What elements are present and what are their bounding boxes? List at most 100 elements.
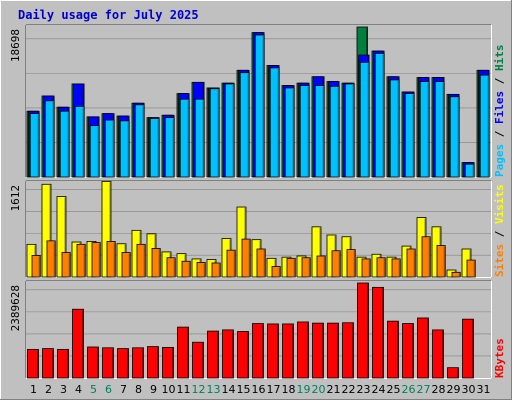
x-tick-label-day-22: 22 [342, 383, 356, 396]
bar-pages-day-16 [254, 34, 265, 178]
bar-sites-day-25 [391, 258, 401, 278]
panel-visitors-side-legend: Sites / Visits [493, 184, 506, 277]
bar-pages-day-18 [284, 87, 295, 178]
bar-sites-day-23 [361, 258, 371, 278]
bar-kbytes-day-20 [312, 322, 324, 379]
bar-pages-day-20 [314, 85, 325, 178]
x-tick-label-day-7: 7 [120, 383, 127, 396]
bar-sites-day-21 [331, 250, 341, 278]
bar-sites-day-30 [466, 259, 476, 278]
x-tick-label-day-28: 28 [432, 383, 446, 396]
bar-pages-day-5 [89, 125, 100, 178]
bar-sites-day-5 [91, 242, 101, 278]
bar-sites-day-19 [301, 257, 311, 278]
bar-pages-day-17 [269, 67, 280, 178]
x-tick-label-day-5: 5 [90, 383, 97, 396]
bar-kbytes-day-6 [102, 347, 114, 379]
bar-sites-day-7 [121, 252, 131, 278]
bar-kbytes-day-7 [117, 348, 129, 379]
bar-pages-day-12 [194, 98, 205, 178]
x-tick-label-day-10: 10 [162, 383, 176, 396]
bar-sites-day-20 [316, 255, 326, 278]
bar-kbytes-day-1 [27, 348, 39, 379]
side-legend-visits: Visits [493, 184, 506, 224]
panel-kbytes-side-legend: KBytes [493, 338, 506, 378]
panel-visitors-max-label: 1612 [9, 185, 22, 212]
bar-pages-day-1 [29, 113, 40, 178]
panel-requests: 18698 Pages / Files / Hits [9, 24, 506, 178]
bar-sites-day-3 [61, 252, 71, 278]
bar-sites-day-8 [136, 243, 146, 278]
side-legend-pages: Pages [493, 144, 506, 177]
bar-sites-day-26 [406, 248, 416, 278]
bar-sites-day-1 [31, 255, 41, 278]
x-tick-label-day-20: 20 [312, 383, 326, 396]
x-tick-label-day-23: 23 [357, 383, 371, 396]
bar-pages-day-11 [179, 98, 190, 178]
bar-pages-day-15 [239, 72, 250, 178]
bar-pages-day-2 [44, 100, 55, 178]
x-tick-label-day-29: 29 [447, 383, 461, 396]
x-tick-label-day-16: 16 [252, 383, 266, 396]
bar-kbytes-day-29 [447, 367, 459, 379]
bar-pages-day-31 [479, 74, 490, 178]
x-tick-label-day-25: 25 [387, 383, 401, 396]
bar-sites-day-17 [271, 266, 281, 278]
panel-kbytes-max-label: 2389628 [9, 285, 22, 331]
x-tick-label-day-8: 8 [135, 383, 142, 396]
bar-pages-day-24 [374, 53, 385, 178]
bar-pages-day-21 [329, 85, 340, 178]
x-tick-label-day-31: 31 [477, 383, 491, 396]
bar-kbytes-day-14 [222, 329, 234, 379]
bar-kbytes-day-16 [252, 323, 264, 379]
bar-pages-day-29 [449, 96, 460, 178]
x-tick-label-day-21: 21 [327, 383, 341, 396]
bar-kbytes-day-24 [372, 286, 384, 379]
bar-sites-day-22 [346, 249, 356, 278]
x-tick-label-day-12: 12 [192, 383, 206, 396]
bar-kbytes-day-4 [72, 308, 84, 379]
bar-pages-day-22 [344, 83, 355, 178]
side-legend-hits: Hits [493, 45, 506, 72]
x-tick-label-day-3: 3 [60, 383, 67, 396]
bar-pages-day-23 [359, 61, 370, 178]
bar-kbytes-day-15 [237, 331, 249, 379]
x-tick-label-day-26: 26 [402, 383, 416, 396]
bar-pages-day-7 [119, 120, 130, 178]
x-tick-label-day-17: 17 [267, 383, 281, 396]
bar-sites-day-6 [106, 241, 116, 278]
bar-kbytes-day-17 [267, 323, 279, 379]
bar-sites-day-28 [436, 245, 446, 278]
side-legend-separator: / [493, 124, 506, 144]
bar-pages-day-28 [434, 81, 445, 178]
bar-kbytes-day-22 [342, 322, 354, 379]
x-tick-label-day-15: 15 [237, 383, 251, 396]
x-axis-labels: 1 2 3 4 5 6 7 8 9 10 11 12 13 14 15 16 17 18 19 20 21 22 23 24 2… [30, 383, 491, 396]
bar-pages-day-26 [404, 93, 415, 178]
side-legend-files: Files [493, 91, 506, 124]
x-tick-label-day-13: 13 [207, 383, 221, 396]
bar-sites-day-16 [256, 248, 266, 278]
bar-pages-day-19 [299, 85, 310, 178]
panel-kbytes: 2389628 KBytes [9, 280, 506, 379]
bar-kbytes-day-23 [357, 282, 369, 379]
x-tick-label-day-18: 18 [282, 383, 296, 396]
bar-kbytes-day-9 [147, 346, 159, 379]
bar-kbytes-day-26 [402, 323, 414, 379]
panel-visitors: 1612 Sites / Visits [9, 180, 506, 278]
bar-kbytes-day-5 [87, 346, 99, 379]
bar-kbytes-day-28 [432, 329, 444, 379]
side-legend-separator: / [493, 71, 506, 91]
x-tick-label-day-27: 27 [417, 383, 431, 396]
bar-sites-day-24 [376, 257, 386, 278]
x-tick-label-day-2: 2 [45, 383, 52, 396]
panel-requests-side-legend: Pages / Files / Hits [493, 45, 506, 178]
x-tick-label-day-4: 4 [75, 383, 82, 396]
bar-kbytes-day-13 [207, 330, 219, 379]
bar-pages-day-4 [74, 106, 85, 178]
bar-pages-day-10 [164, 117, 175, 178]
bar-sites-day-14 [226, 249, 236, 278]
bar-kbytes-day-11 [177, 326, 189, 379]
bar-pages-day-27 [419, 81, 430, 178]
bar-sites-day-10 [166, 257, 176, 278]
